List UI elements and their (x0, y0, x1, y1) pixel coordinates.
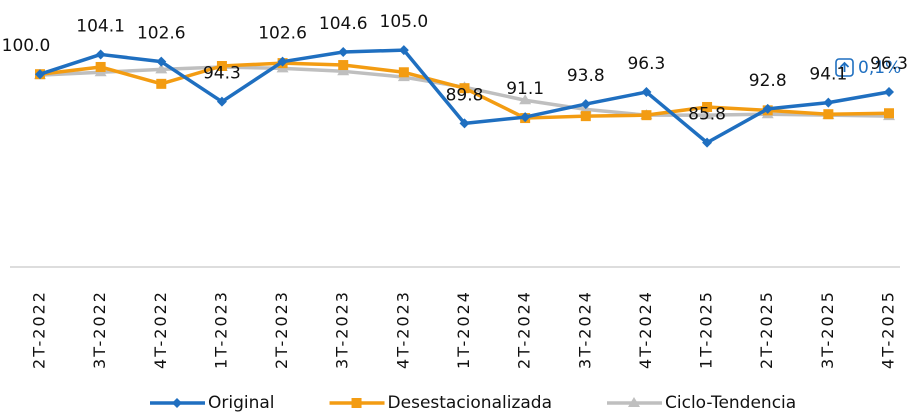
data-label: 104.6 (319, 14, 368, 34)
marker (641, 110, 652, 121)
x-tick-label: 3T-2024 (575, 290, 594, 369)
data-label: 89.8 (446, 85, 484, 105)
data-label: 94.1 (809, 65, 847, 85)
marker (95, 49, 106, 60)
marker (156, 56, 167, 67)
x-tick-label: 4T-2024 (636, 290, 655, 369)
legend-label: Original (208, 393, 275, 413)
x-tick-label: 2T-2022 (30, 290, 49, 369)
marker (216, 61, 227, 72)
x-tick-label: 2T-2025 (757, 290, 776, 369)
arrow-icon (839, 61, 850, 72)
marker (823, 97, 834, 108)
marker (277, 56, 288, 67)
marker (580, 99, 591, 110)
marker (156, 78, 167, 89)
marker (519, 94, 532, 105)
x-tick-label: 4T-2025 (879, 290, 898, 369)
marker (155, 63, 168, 74)
marker (580, 111, 591, 122)
x-tick-label: 3T-2022 (90, 290, 109, 369)
data-label: 104.1 (76, 16, 125, 36)
marker (628, 397, 640, 407)
marker (35, 69, 45, 80)
marker (398, 67, 409, 78)
marker (172, 398, 182, 408)
x-tick-label: 3T-2025 (818, 290, 837, 369)
marker (702, 101, 713, 112)
data-label: 85.8 (688, 105, 726, 125)
marker (338, 47, 349, 58)
data-label: 93.8 (567, 66, 605, 86)
marker (338, 60, 349, 71)
x-tick-label: 1T-2023 (211, 290, 230, 369)
legend-label: Desestacionalizada (388, 393, 552, 413)
data-label: 96.3 (627, 54, 665, 74)
x-tick-label: 1T-2024 (454, 290, 473, 369)
data-label: 102.6 (137, 24, 186, 44)
marker (762, 103, 773, 114)
x-tick-label: 4T-2023 (393, 290, 412, 369)
data-label: 92.8 (749, 71, 787, 91)
x-tick-label: 3T-2023 (333, 290, 352, 369)
data-label: 94.3 (203, 64, 241, 84)
marker (459, 118, 470, 129)
marker (337, 65, 350, 76)
marker (95, 61, 106, 72)
legend-label: Ciclo-Tendencia (665, 393, 796, 413)
marker (641, 87, 652, 98)
marker (884, 87, 894, 98)
annotation-text: 0,1% (858, 58, 901, 78)
x-tick-label: 4T-2022 (151, 290, 170, 369)
data-label: 105.0 (380, 12, 429, 32)
marker (823, 109, 834, 120)
marker (459, 83, 470, 94)
marker (702, 137, 713, 148)
data-label: 102.6 (258, 24, 307, 44)
marker (520, 112, 531, 123)
x-tick-label: 2T-2024 (515, 290, 534, 369)
marker (884, 108, 894, 119)
marker (351, 398, 362, 408)
marker (701, 109, 714, 120)
arrow-box (835, 58, 854, 77)
annotation: 0,1% (835, 58, 901, 78)
x-tick-label: 1T-2025 (697, 290, 716, 369)
marker (216, 96, 227, 107)
data-label: 100.0 (2, 36, 51, 56)
data-label: 91.1 (506, 79, 544, 99)
x-tick-label: 2T-2023 (272, 290, 291, 369)
marker (398, 45, 409, 56)
data-label: 96.3 (870, 54, 908, 74)
